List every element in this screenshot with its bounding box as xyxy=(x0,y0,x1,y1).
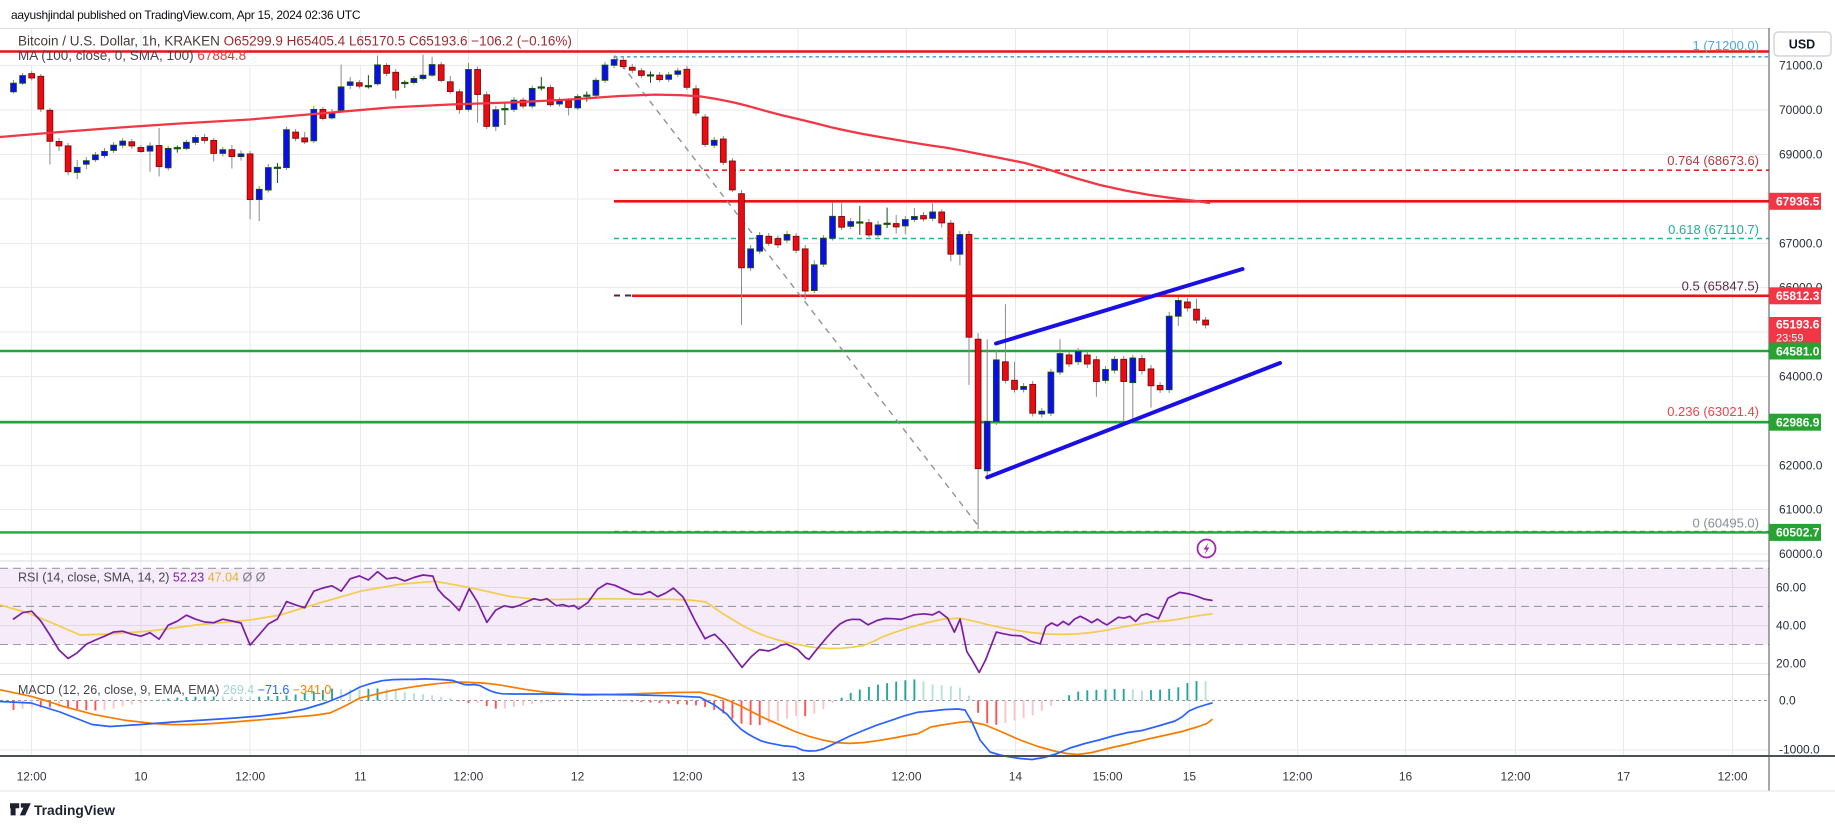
svg-text:40.00: 40.00 xyxy=(1776,619,1806,633)
svg-text:15:00: 15:00 xyxy=(1093,770,1123,784)
svg-text:15: 15 xyxy=(1183,770,1197,784)
svg-text:23:59: 23:59 xyxy=(1776,333,1804,345)
svg-text:USD: USD xyxy=(1789,38,1815,52)
svg-text:71000.0: 71000.0 xyxy=(1779,59,1823,73)
svg-text:0.5 (65847.5): 0.5 (65847.5) xyxy=(1682,279,1759,294)
svg-text:12:00: 12:00 xyxy=(1717,770,1747,784)
svg-text:12:00: 12:00 xyxy=(453,770,483,784)
svg-text:14: 14 xyxy=(1009,770,1023,784)
svg-text:17: 17 xyxy=(1617,770,1631,784)
svg-text:13: 13 xyxy=(792,770,806,784)
svg-text:RSI (14, close, SMA, 14, 2) 52: RSI (14, close, SMA, 14, 2) 52.23 47.04 … xyxy=(18,571,266,585)
svg-text:MACD (12, 26, close, 9, EMA, E: MACD (12, 26, close, 9, EMA, EMA) 269.4 … xyxy=(18,683,331,697)
svg-text:12:00: 12:00 xyxy=(891,770,921,784)
svg-text:60.00: 60.00 xyxy=(1776,580,1806,594)
svg-text:67000.0: 67000.0 xyxy=(1779,236,1823,250)
svg-text:60000.0: 60000.0 xyxy=(1779,547,1823,561)
svg-text:62000.0: 62000.0 xyxy=(1779,458,1823,472)
svg-text:0.618 (67110.7): 0.618 (67110.7) xyxy=(1668,222,1759,237)
svg-text:12:00: 12:00 xyxy=(672,770,702,784)
svg-text:Bitcoin / U.S. Dollar, 1h, KRA: Bitcoin / U.S. Dollar, 1h, KRAKEN O65299… xyxy=(18,34,572,49)
svg-text:16: 16 xyxy=(1399,770,1413,784)
svg-text:0.764 (68673.6): 0.764 (68673.6) xyxy=(1667,153,1759,168)
svg-text:10: 10 xyxy=(134,770,148,784)
svg-text:11: 11 xyxy=(354,770,367,784)
svg-text:69000.0: 69000.0 xyxy=(1779,148,1823,162)
svg-text:12: 12 xyxy=(571,770,585,784)
svg-text:64000.0: 64000.0 xyxy=(1779,370,1823,384)
svg-text:70000.0: 70000.0 xyxy=(1779,103,1823,117)
svg-text:60502.7: 60502.7 xyxy=(1776,526,1820,540)
svg-text:MA (100, close, 0, SMA, 100): MA (100, close, 0, SMA, 100) 67884.8 xyxy=(18,48,246,63)
svg-text:12:00: 12:00 xyxy=(1500,770,1530,784)
svg-text:61000.0: 61000.0 xyxy=(1779,503,1823,517)
svg-text:65193.6: 65193.6 xyxy=(1776,318,1820,332)
svg-text:-1000.0: -1000.0 xyxy=(1779,743,1820,757)
svg-text:0 (60495.0): 0 (60495.0) xyxy=(1693,516,1760,531)
svg-text:65812.3: 65812.3 xyxy=(1776,289,1820,303)
svg-text:0.0: 0.0 xyxy=(1779,693,1796,707)
svg-text:1 (71200.0): 1 (71200.0) xyxy=(1693,38,1760,53)
svg-text:aayushjindal published on Trad: aayushjindal published on TradingView.co… xyxy=(11,8,361,22)
svg-text:12:00: 12:00 xyxy=(17,770,47,784)
svg-text:64581.0: 64581.0 xyxy=(1776,344,1820,358)
svg-text:TradingView: TradingView xyxy=(34,803,115,818)
svg-text:67936.5: 67936.5 xyxy=(1776,195,1820,209)
svg-text:12:00: 12:00 xyxy=(1282,770,1312,784)
svg-text:12:00: 12:00 xyxy=(235,770,265,784)
svg-text:20.00: 20.00 xyxy=(1776,657,1806,671)
svg-text:62986.9: 62986.9 xyxy=(1776,416,1820,430)
svg-text:0.236 (63021.4): 0.236 (63021.4) xyxy=(1667,404,1759,419)
